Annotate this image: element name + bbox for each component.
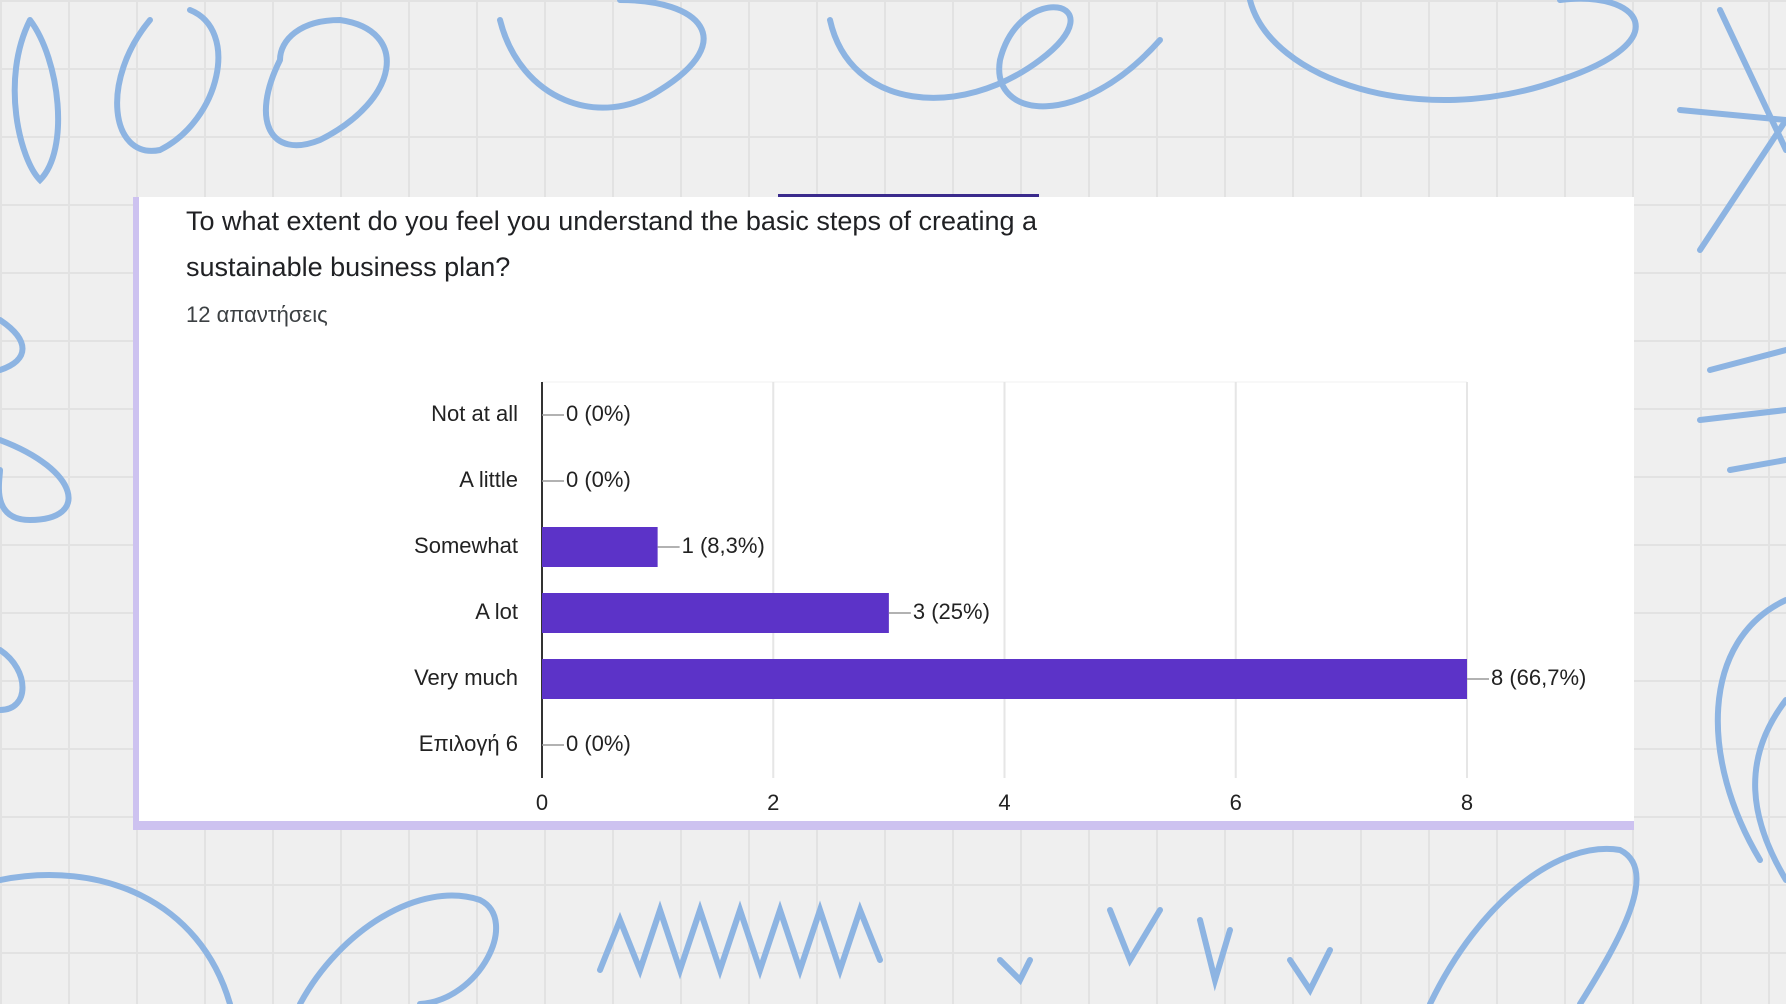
x-tick-label: 8 bbox=[1461, 790, 1473, 815]
category-label: A lot bbox=[475, 599, 518, 624]
value-label: 3 (25%) bbox=[913, 599, 990, 624]
bar bbox=[542, 527, 658, 567]
x-tick-label: 2 bbox=[767, 790, 779, 815]
x-tick-label: 6 bbox=[1230, 790, 1242, 815]
value-label: 1 (8,3%) bbox=[682, 533, 765, 558]
category-label: Επιλογή 6 bbox=[419, 731, 518, 756]
value-label: 0 (0%) bbox=[566, 731, 631, 756]
x-tick-label: 4 bbox=[998, 790, 1010, 815]
response-count: 12 απαντήσεις bbox=[186, 302, 328, 327]
question-title: To what extent do you feel you understan… bbox=[186, 206, 1038, 282]
bar bbox=[542, 659, 1467, 699]
value-label: 0 (0%) bbox=[566, 467, 631, 492]
x-tick-label: 0 bbox=[536, 790, 548, 815]
category-label: Very much bbox=[414, 665, 518, 690]
card-tab-indicator bbox=[778, 194, 1039, 197]
bar bbox=[542, 593, 889, 633]
category-label: Somewhat bbox=[414, 533, 518, 558]
category-label: Not at all bbox=[431, 401, 518, 426]
category-label: A little bbox=[459, 467, 518, 492]
value-label: 8 (66,7%) bbox=[1491, 665, 1586, 690]
value-label: 0 (0%) bbox=[566, 401, 631, 426]
